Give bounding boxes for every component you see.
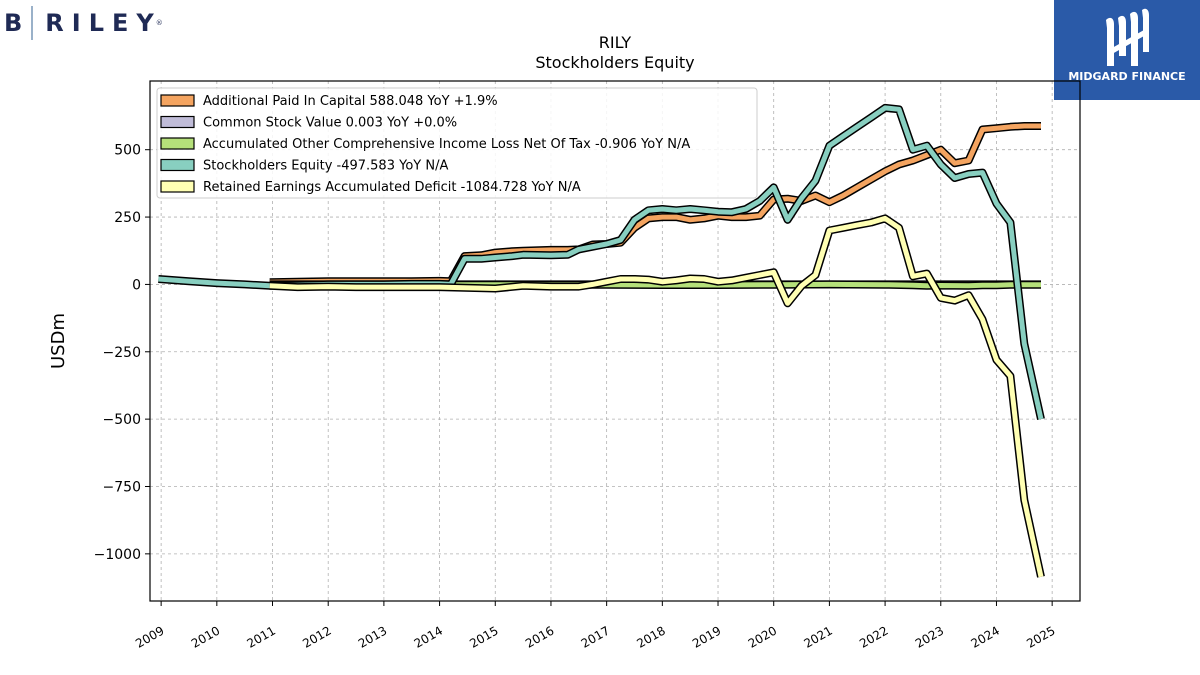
legend-swatch-0 <box>160 94 195 107</box>
y-tick-label: 0 <box>132 277 141 293</box>
x-tick-label: 2014 <box>412 623 445 650</box>
midgard-finance-logo: MIDGARD FINANCE <box>1054 0 1200 100</box>
legend-swatch-4 <box>160 180 195 193</box>
x-tick-label: 2013 <box>356 623 389 650</box>
x-tick-label: 2010 <box>189 623 222 650</box>
b-riley-logo-divider <box>31 6 34 40</box>
x-tick-label: 2011 <box>245 623 278 650</box>
x-axis: 2009 2010 2011 2012 2013 2014 2015 2016 2017 2018… <box>133 601 1058 651</box>
y-tick-label: −750 <box>103 479 141 495</box>
x-tick-label: 2015 <box>467 623 500 650</box>
legend-swatch-3 <box>160 158 195 172</box>
x-tick-label: 2017 <box>579 623 612 650</box>
x-tick-label: 2009 <box>133 623 166 650</box>
legend-swatch-2 <box>160 137 195 150</box>
b-riley-logo-name: RILEY <box>45 9 162 37</box>
midgard-finance-text: MIDGARD FINANCE <box>1068 70 1186 83</box>
b-riley-logo-letter: B <box>4 9 24 37</box>
y-tick-label: −500 <box>103 412 141 428</box>
x-tick-label: 2016 <box>523 623 556 650</box>
x-tick-label: 2023 <box>913 623 946 650</box>
legend: Additional Paid In Capital 588.048 YoY +… <box>156 87 758 199</box>
legend-label-1: Common Stock Value 0.003 YoY +0.0% <box>203 116 457 131</box>
legend-box <box>156 87 758 199</box>
series-layer <box>158 103 1045 578</box>
y-tick-label: 500 <box>114 143 141 159</box>
legend-label-0: Additional Paid In Capital 588.048 YoY +… <box>203 94 498 109</box>
y-axis: 500 250 0 −250 −500 −750 −1000 <box>94 143 150 563</box>
y-tick-label: −1000 <box>94 547 141 563</box>
x-tick-label: 2019 <box>690 623 723 650</box>
y-tick-label: −250 <box>103 345 141 361</box>
x-tick-label: 2012 <box>300 623 333 650</box>
series-line-4 <box>269 215 1044 578</box>
x-tick-label: 2018 <box>634 623 667 650</box>
x-tick-label: 2025 <box>1024 623 1057 650</box>
midgard-mark-icon <box>1106 8 1149 66</box>
x-tick-label: 2022 <box>857 623 890 650</box>
legend-swatch-1 <box>160 115 195 129</box>
chart-subtitle: Stockholders Equity <box>535 53 694 72</box>
plot-frame <box>149 80 1081 602</box>
x-tick-label: 2021 <box>801 623 834 650</box>
b-riley-logo: B RILEY ® <box>4 4 163 42</box>
y-axis-label: USDm <box>48 313 69 369</box>
y-tick-label: 250 <box>114 210 141 226</box>
legend-label-3: Stockholders Equity -497.583 YoY N/A <box>203 159 448 174</box>
legend-label-4: Retained Earnings Accumulated Deficit -1… <box>203 180 581 195</box>
chart-title: RILY <box>599 33 632 52</box>
b-riley-logo-reg: ® <box>155 19 163 27</box>
x-tick-label: 2020 <box>746 623 779 650</box>
x-tick-label: 2024 <box>969 623 1002 650</box>
legend-label-2: Accumulated Other Comprehensive Income L… <box>203 137 690 152</box>
